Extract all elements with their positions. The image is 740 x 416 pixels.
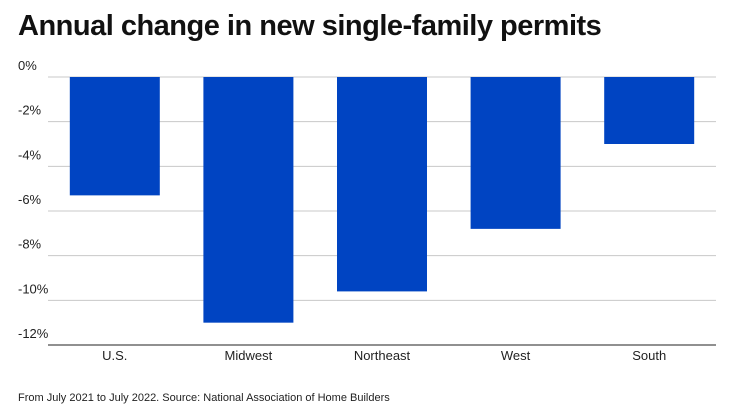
- y-tick-label: -6%: [18, 192, 42, 207]
- bar-us: [69, 77, 160, 196]
- y-tick-label: -10%: [18, 281, 49, 296]
- x-tick-label: Midwest: [225, 348, 273, 363]
- bar-south: [604, 77, 695, 144]
- source-note: From July 2021 to July 2022. Source: Nat…: [18, 392, 390, 404]
- chart-title: Annual change in new single-family permi…: [18, 10, 602, 42]
- bar-west: [470, 77, 561, 229]
- y-tick-label: 0%: [18, 58, 37, 73]
- bars: [69, 77, 695, 323]
- y-tick-label: -2%: [18, 103, 42, 118]
- y-tick-label: -12%: [18, 326, 49, 341]
- bar-midwest: [203, 77, 294, 323]
- x-tick-label: Northeast: [354, 348, 411, 363]
- y-tick-label: -4%: [18, 147, 42, 162]
- y-axis-tick-labels: 0% -2% -4% -6% -8% -10% -12%: [18, 58, 49, 341]
- x-tick-label: South: [632, 348, 666, 363]
- y-tick-label: -8%: [18, 237, 42, 252]
- bar-northeast: [337, 77, 427, 292]
- x-axis-tick-labels: U.S. Midwest Northeast West South: [102, 348, 666, 363]
- x-tick-label: West: [501, 348, 531, 363]
- x-tick-label: U.S.: [102, 348, 127, 363]
